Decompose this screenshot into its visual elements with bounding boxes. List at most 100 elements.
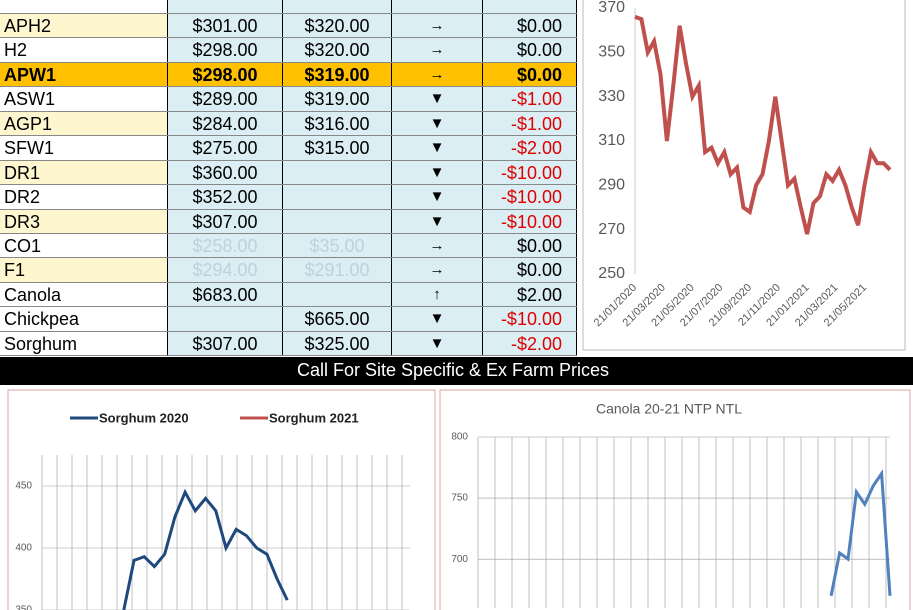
y-tick-label: 330 bbox=[598, 88, 625, 105]
cell: $360.00 bbox=[168, 160, 283, 185]
cell: → bbox=[392, 62, 483, 87]
table-row: ASW1 $289.00 $319.00 ▼ -$1.00 bbox=[0, 87, 577, 112]
cell bbox=[283, 209, 392, 233]
cell: $665.00 bbox=[283, 307, 392, 331]
cell: -$10.00 bbox=[483, 185, 577, 209]
chart-box bbox=[582, 0, 906, 351]
table-row: DR3 $307.00 ▼ -$10.00 bbox=[0, 209, 577, 234]
cell: → bbox=[392, 38, 483, 62]
cell: DR1 bbox=[0, 160, 168, 185]
cell: $2.00 bbox=[483, 282, 577, 307]
cell: APW1 bbox=[0, 62, 168, 87]
cell: $289.00 bbox=[168, 87, 283, 111]
table-row: Chickpea $665.00 ▼ -$10.00 bbox=[0, 307, 577, 332]
cell: $320.00 bbox=[283, 14, 392, 38]
cell: APH2 bbox=[0, 14, 168, 38]
cell: ▼ bbox=[392, 209, 483, 233]
cell: $291.00 bbox=[283, 258, 392, 282]
cell: ▼ bbox=[392, 160, 483, 185]
cell: ▼ bbox=[392, 307, 483, 331]
y-tick-label: 350 bbox=[598, 44, 625, 61]
cell: $294.00 bbox=[168, 258, 283, 282]
cell: CO1 bbox=[0, 233, 168, 258]
cell: ASW1 bbox=[0, 87, 168, 111]
y-tick-label: 350 bbox=[15, 605, 32, 610]
price-table: APH2 $301.00 $320.00 → $0.00 H2 $298.00 $320.00… bbox=[0, 0, 577, 357]
table-row: CO1 $258.00 $35.00 → $0.00 bbox=[0, 233, 577, 259]
cell: $319.00 bbox=[283, 62, 392, 87]
table-row: F1 $294.00 $291.00 → $0.00 bbox=[0, 258, 577, 283]
cell: ▼ bbox=[392, 111, 483, 136]
y-tick-label: 450 bbox=[15, 481, 32, 492]
cell: $258.00 bbox=[168, 233, 283, 258]
cell: -$10.00 bbox=[483, 160, 577, 185]
cell: -$2.00 bbox=[483, 136, 577, 160]
cell: $307.00 bbox=[168, 209, 283, 233]
y-tick-label: 400 bbox=[15, 543, 32, 554]
cell: ↑ bbox=[392, 282, 483, 307]
y-tick-label: 290 bbox=[598, 177, 625, 194]
header-row bbox=[0, 0, 577, 14]
cell: $0.00 bbox=[483, 38, 577, 62]
cell: $315.00 bbox=[283, 136, 392, 160]
series-line bbox=[829, 469, 892, 597]
y-tick-label: 800 bbox=[451, 432, 468, 443]
cell: -$10.00 bbox=[483, 209, 577, 233]
cell: $275.00 bbox=[168, 136, 283, 160]
legend-label: Sorghum 2021 bbox=[269, 410, 359, 425]
table-row: H2 $298.00 $320.00 → $0.00 bbox=[0, 38, 577, 63]
cell: $0.00 bbox=[483, 14, 577, 38]
cell: -$1.00 bbox=[483, 87, 577, 111]
y-tick-label: 700 bbox=[451, 554, 468, 565]
chart-box bbox=[439, 389, 911, 610]
chart-box bbox=[7, 389, 436, 610]
legend-label: Sorghum 2020 bbox=[99, 410, 189, 425]
y-tick-label: 370 bbox=[598, 0, 625, 16]
cell: $0.00 bbox=[483, 62, 577, 87]
cell bbox=[283, 282, 392, 307]
cell: → bbox=[392, 233, 483, 258]
y-tick-label: 270 bbox=[598, 221, 625, 238]
cell: $0.00 bbox=[483, 258, 577, 282]
table-row: APW1 $298.00 $319.00 → $0.00 bbox=[0, 62, 577, 88]
cell: $319.00 bbox=[283, 87, 392, 111]
cell: -$2.00 bbox=[483, 331, 577, 356]
y-tick-label: 250 bbox=[598, 265, 625, 282]
table-row: APH2 $301.00 $320.00 → $0.00 bbox=[0, 14, 577, 39]
table-row: DR2 $352.00 ▼ -$10.00 bbox=[0, 185, 577, 210]
cell: $352.00 bbox=[168, 185, 283, 209]
cell bbox=[283, 185, 392, 209]
table-row: SFW1 $275.00 $315.00 ▼ -$2.00 bbox=[0, 136, 577, 161]
cell: ▼ bbox=[392, 136, 483, 160]
caption: Call For Site Specific & Ex Farm Prices bbox=[297, 360, 609, 380]
cell: $301.00 bbox=[168, 14, 283, 38]
cell: $284.00 bbox=[168, 111, 283, 136]
cell: ▼ bbox=[392, 185, 483, 209]
cell: SFW1 bbox=[0, 136, 168, 160]
cell: $298.00 bbox=[168, 38, 283, 62]
table-row: DR1 $360.00 ▼ -$10.00 bbox=[0, 160, 577, 186]
cell: → bbox=[392, 14, 483, 38]
table-row: Canola $683.00 ↑ $2.00 bbox=[0, 282, 577, 308]
cell: $316.00 bbox=[283, 111, 392, 136]
cell: DR3 bbox=[0, 209, 168, 233]
cell: H2 bbox=[0, 38, 168, 62]
cell: $683.00 bbox=[168, 282, 283, 307]
cell bbox=[168, 307, 283, 331]
cell: Canola bbox=[0, 282, 168, 307]
y-tick-label: 750 bbox=[451, 493, 468, 504]
table-row: AGP1 $284.00 $316.00 ▼ -$1.00 bbox=[0, 111, 577, 137]
cell: $307.00 bbox=[168, 331, 283, 356]
cell: → bbox=[392, 258, 483, 282]
cell: DR2 bbox=[0, 185, 168, 209]
cell: $298.00 bbox=[168, 62, 283, 87]
cell: Chickpea bbox=[0, 307, 168, 331]
cell: $320.00 bbox=[283, 38, 392, 62]
cell: -$10.00 bbox=[483, 307, 577, 331]
y-tick-label: 310 bbox=[598, 132, 625, 149]
caption-band bbox=[0, 357, 913, 385]
cell: Sorghum bbox=[0, 331, 168, 356]
cell: $35.00 bbox=[283, 233, 392, 258]
